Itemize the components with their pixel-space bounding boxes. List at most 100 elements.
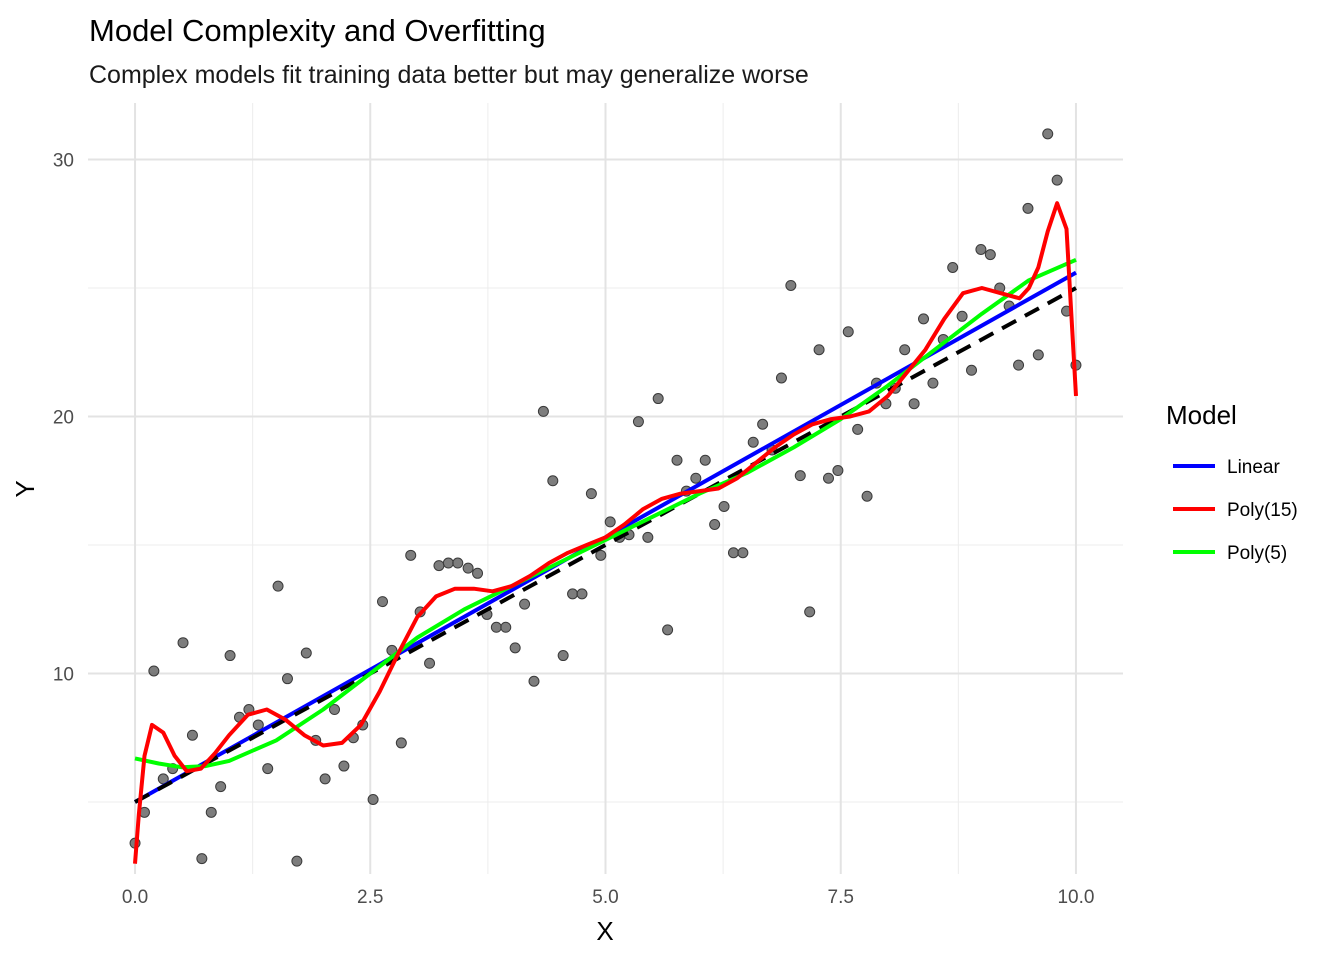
data-point bbox=[852, 423, 864, 435]
data-point bbox=[262, 763, 274, 775]
legend-label: Linear bbox=[1227, 457, 1280, 478]
data-point bbox=[595, 549, 607, 561]
data-point bbox=[984, 249, 996, 261]
data-point bbox=[329, 704, 341, 716]
y-axis-title: Y bbox=[10, 480, 40, 497]
x-axis-ticks: 0.0 2.5 5.0 7.5 10.0 bbox=[122, 887, 1095, 908]
y-tick-label: 20 bbox=[53, 408, 74, 429]
data-point bbox=[813, 344, 825, 356]
data-point bbox=[395, 737, 407, 749]
grid-major bbox=[88, 103, 1123, 874]
data-point bbox=[585, 488, 597, 500]
data-point bbox=[718, 500, 730, 512]
data-point bbox=[908, 398, 920, 410]
data-point bbox=[557, 650, 569, 662]
legend-label: Poly(15) bbox=[1227, 500, 1298, 521]
data-point bbox=[252, 719, 264, 731]
x-tick-label: 0.0 bbox=[122, 887, 148, 908]
x-axis-title: X bbox=[596, 916, 613, 946]
data-point bbox=[186, 729, 198, 741]
data-point bbox=[604, 516, 616, 528]
data-point bbox=[319, 773, 331, 785]
data-point bbox=[177, 637, 189, 649]
data-point bbox=[804, 606, 816, 618]
x-tick-label: 2.5 bbox=[357, 887, 383, 908]
data-point bbox=[775, 372, 787, 384]
data-point bbox=[699, 454, 711, 466]
model-lines bbox=[133, 201, 1078, 864]
data-point bbox=[1051, 174, 1063, 186]
data-point bbox=[338, 760, 350, 772]
data-point bbox=[442, 557, 454, 569]
data-point bbox=[785, 279, 797, 291]
data-point bbox=[662, 624, 674, 636]
data-point bbox=[927, 377, 939, 389]
data-point bbox=[757, 418, 769, 430]
data-point bbox=[462, 562, 474, 574]
x-tick-label: 5.0 bbox=[592, 887, 618, 908]
data-point bbox=[966, 364, 978, 376]
data-point bbox=[822, 472, 834, 484]
y-tick-label: 10 bbox=[53, 665, 74, 686]
data-point bbox=[472, 567, 484, 579]
data-point bbox=[281, 673, 293, 685]
data-point bbox=[794, 470, 806, 482]
data-point bbox=[1032, 349, 1044, 361]
legend-label: Poly(5) bbox=[1227, 543, 1287, 564]
data-point bbox=[367, 793, 379, 805]
data-point bbox=[632, 416, 644, 428]
data-point bbox=[842, 326, 854, 338]
data-point bbox=[576, 588, 588, 600]
data-point bbox=[148, 665, 160, 677]
data-point bbox=[956, 310, 968, 322]
data-point bbox=[424, 657, 436, 669]
data-point bbox=[1022, 202, 1034, 214]
chart-subtitle: Complex models fit training data better … bbox=[89, 61, 809, 89]
data-point bbox=[405, 549, 417, 561]
data-point bbox=[377, 596, 389, 608]
data-point bbox=[224, 650, 236, 662]
y-tick-label: 30 bbox=[53, 151, 74, 172]
data-point bbox=[509, 642, 521, 654]
data-point bbox=[300, 647, 312, 659]
data-point bbox=[215, 781, 227, 793]
data-point bbox=[196, 853, 208, 865]
chart-title: Model Complexity and Overfitting bbox=[89, 13, 546, 48]
data-point bbox=[528, 675, 540, 687]
legend-title: Model bbox=[1166, 400, 1237, 430]
x-tick-label: 7.5 bbox=[828, 887, 854, 908]
data-point bbox=[747, 436, 759, 448]
data-point bbox=[567, 588, 579, 600]
data-point bbox=[291, 855, 303, 867]
data-point bbox=[899, 344, 911, 356]
data-point bbox=[918, 313, 930, 325]
data-point bbox=[642, 531, 654, 543]
data-point bbox=[519, 598, 531, 610]
data-point bbox=[537, 405, 549, 417]
data-point bbox=[690, 472, 702, 484]
data-point bbox=[272, 580, 284, 592]
y-axis-ticks: 10 20 30 bbox=[53, 151, 74, 686]
legend: Model Linear Poly(15) Poly(5) bbox=[1166, 400, 1298, 564]
data-point bbox=[500, 621, 512, 633]
data-point bbox=[433, 560, 445, 572]
x-tick-label: 10.0 bbox=[1057, 887, 1094, 908]
data-points bbox=[129, 128, 1082, 867]
data-point bbox=[1042, 128, 1054, 140]
data-point bbox=[490, 621, 502, 633]
data-point bbox=[947, 261, 959, 273]
data-point bbox=[671, 454, 683, 466]
reference-line bbox=[134, 286, 1077, 804]
data-point bbox=[547, 475, 559, 487]
data-point bbox=[975, 243, 987, 255]
data-point bbox=[709, 518, 721, 530]
data-point bbox=[861, 490, 873, 502]
data-point bbox=[832, 465, 844, 477]
data-point bbox=[1013, 359, 1025, 371]
data-point bbox=[652, 393, 664, 405]
data-point bbox=[727, 547, 739, 559]
data-point bbox=[205, 806, 217, 818]
poly-15--line bbox=[133, 201, 1078, 864]
data-point bbox=[737, 547, 749, 559]
